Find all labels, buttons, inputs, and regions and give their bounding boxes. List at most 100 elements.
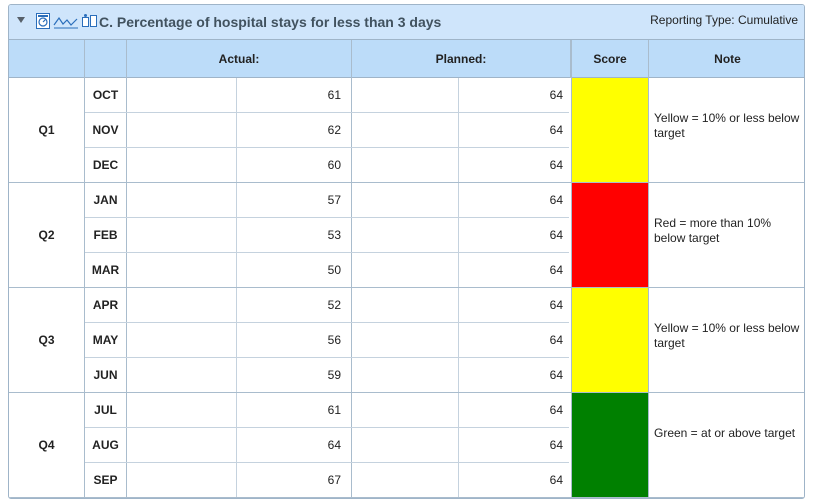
table-row: JUL 61 64 <box>85 393 569 428</box>
month-label: MAY <box>85 323 127 357</box>
compare-icon[interactable] <box>82 13 98 29</box>
planned-value[interactable]: 64 <box>549 473 563 487</box>
actual-input-cell[interactable] <box>127 288 237 322</box>
month-label: AUG <box>85 428 127 462</box>
planned-input-cell[interactable] <box>352 393 459 427</box>
month-label: MAR <box>85 253 127 287</box>
planned-value[interactable]: 64 <box>549 193 563 207</box>
header-quarter-blank <box>9 40 85 78</box>
actual-value[interactable]: 60 <box>237 148 352 182</box>
planned-input-cell[interactable] <box>352 218 459 252</box>
score-note: Green = at or above target <box>654 426 796 440</box>
month-label: JAN <box>85 183 127 217</box>
header-month-blank <box>85 40 127 78</box>
quarter-label: Q3 <box>9 288 85 392</box>
table-row: APR 52 64 <box>85 288 569 323</box>
month-label: OCT <box>85 78 127 112</box>
reporting-type-label: Reporting Type: Cumulative <box>650 13 798 27</box>
actual-value[interactable]: 50 <box>237 253 352 287</box>
table-row: OCT 61 64 <box>85 78 569 113</box>
planned-input-cell[interactable] <box>352 113 459 147</box>
score-indicator <box>571 288 649 392</box>
actual-value[interactable]: 64 <box>237 428 352 462</box>
month-label: DEC <box>85 148 127 182</box>
planned-value[interactable]: 64 <box>549 123 563 137</box>
actual-input-cell[interactable] <box>127 113 237 147</box>
sparkline-chart-icon[interactable] <box>53 13 79 29</box>
table-row: JAN 57 64 <box>85 183 569 218</box>
actual-input-cell[interactable] <box>127 393 237 427</box>
table-row: AUG 64 64 <box>85 427 569 462</box>
planned-value[interactable]: 64 <box>549 228 563 242</box>
actual-value[interactable]: 61 <box>237 78 352 112</box>
month-label: FEB <box>85 218 127 252</box>
month-label: NOV <box>85 113 127 147</box>
actual-value[interactable]: 52 <box>237 288 352 322</box>
table-row: NOV 62 64 <box>85 112 569 147</box>
planned-value[interactable]: 64 <box>549 263 563 277</box>
month-label: SEP <box>85 463 127 497</box>
planned-input-cell[interactable] <box>352 148 459 182</box>
collapse-triangle-icon[interactable] <box>17 17 25 23</box>
actual-value[interactable]: 57 <box>237 183 352 217</box>
actual-input-cell[interactable] <box>127 428 237 462</box>
header-score: Score <box>571 40 649 78</box>
panel-title: C. Percentage of hospital stays for less… <box>99 14 442 30</box>
planned-value[interactable]: 64 <box>549 88 563 102</box>
quarter-label: Q2 <box>9 183 85 287</box>
planned-value[interactable]: 64 <box>549 403 563 417</box>
month-label: JUN <box>85 358 127 392</box>
table-header: Actual: Planned: Score Note <box>9 40 804 78</box>
table-row: MAR 50 64 <box>85 252 569 287</box>
quarter-block: Q1 OCT 61 64 NOV 62 64 DEC 60 64 <box>9 78 804 183</box>
planned-input-cell[interactable] <box>352 428 459 462</box>
panel-header: C. Percentage of hospital stays for less… <box>9 5 804 40</box>
quarter-block: Q3 APR 52 64 MAY 56 64 JUN 59 64 <box>9 288 804 393</box>
quarter-label: Q1 <box>9 78 85 182</box>
planned-value[interactable]: 64 <box>549 438 563 452</box>
header-note: Note <box>714 52 741 66</box>
planned-input-cell[interactable] <box>352 358 459 392</box>
score-indicator <box>571 393 649 497</box>
planned-input-cell[interactable] <box>352 183 459 217</box>
score-note: Yellow = 10% or less below target <box>654 321 800 350</box>
kpi-panel: C. Percentage of hospital stays for less… <box>8 4 805 499</box>
table-row: DEC 60 64 <box>85 147 569 182</box>
planned-input-cell[interactable] <box>352 463 459 497</box>
table-row: MAY 56 64 <box>85 322 569 357</box>
actual-input-cell[interactable] <box>127 323 237 357</box>
actual-value[interactable]: 53 <box>237 218 352 252</box>
planned-value[interactable]: 64 <box>549 333 563 347</box>
actual-input-cell[interactable] <box>127 218 237 252</box>
planned-value[interactable]: 64 <box>549 368 563 382</box>
quarter-block: Q4 JUL 61 64 AUG 64 64 SEP 67 64 <box>9 393 804 498</box>
planned-input-cell[interactable] <box>352 253 459 287</box>
actual-input-cell[interactable] <box>127 358 237 392</box>
score-indicator <box>571 78 649 182</box>
planned-input-cell[interactable] <box>352 288 459 322</box>
header-planned: Planned: <box>352 40 571 78</box>
actual-value[interactable]: 59 <box>237 358 352 392</box>
quarter-block: Q2 JAN 57 64 FEB 53 64 MAR 50 64 <box>9 183 804 288</box>
planned-input-cell[interactable] <box>352 323 459 357</box>
quarter-label: Q4 <box>9 393 85 497</box>
score-note: Red = more than 10% below target <box>654 216 772 245</box>
actual-value[interactable]: 67 <box>237 463 352 497</box>
actual-input-cell[interactable] <box>127 148 237 182</box>
gauge-icon[interactable] <box>36 13 50 29</box>
planned-value[interactable]: 64 <box>549 298 563 312</box>
table-row: JUN 59 64 <box>85 357 569 392</box>
planned-value[interactable]: 64 <box>549 158 563 172</box>
actual-value[interactable]: 62 <box>237 113 352 147</box>
score-note: Yellow = 10% or less below target <box>654 111 800 140</box>
month-label: APR <box>85 288 127 322</box>
planned-input-cell[interactable] <box>352 78 459 112</box>
actual-value[interactable]: 61 <box>237 393 352 427</box>
actual-input-cell[interactable] <box>127 78 237 112</box>
header-actual: Actual: <box>127 40 352 78</box>
table-row: FEB 53 64 <box>85 217 569 252</box>
actual-input-cell[interactable] <box>127 253 237 287</box>
actual-value[interactable]: 56 <box>237 323 352 357</box>
actual-input-cell[interactable] <box>127 183 237 217</box>
actual-input-cell[interactable] <box>127 463 237 497</box>
